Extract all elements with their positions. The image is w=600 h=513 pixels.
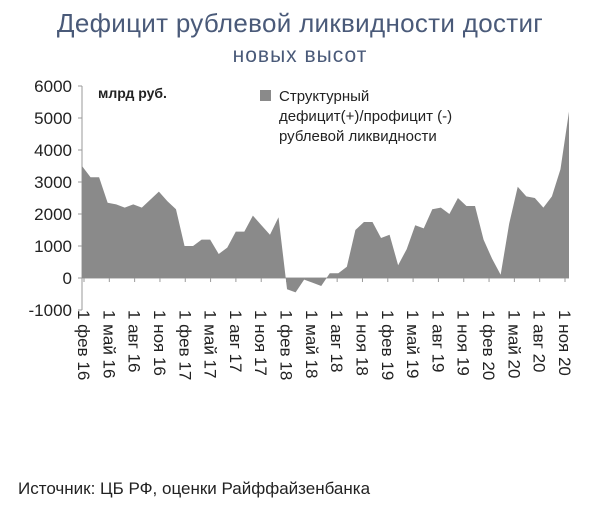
x-tick-label: 1 ноя 16 [150,310,169,376]
x-tick-label: 1 авг 17 [226,310,245,373]
y-tick-label: 1000 [34,237,72,256]
y-tick-label: 2000 [34,205,72,224]
x-axis: 1 фев 16 1 май 16 1 авг 16 1 ноя 16 1 фев 17… [74,277,574,380]
legend-text-3: рублевой ликвидности [279,128,437,145]
source-note: Источник: ЦБ РФ, оценки Райффайзенбанка [18,479,371,498]
x-tick-label: 1 фев 18 [277,310,296,380]
y-tick-label: 6000 [34,77,72,96]
x-tick-label: 1 фев 19 [378,310,397,380]
series-area [82,111,569,293]
legend-text-2: дефицит(+)/профицит (-) [279,108,452,125]
y-tick-label: -1000 [29,301,72,320]
y-axis: -1000 0 1000 2000 3000 4000 5000 6000 [29,77,83,320]
y-tick-label: 3000 [34,173,72,192]
x-tick-label: 1 фев 17 [175,310,194,380]
x-tick-label: 1 ноя 20 [555,310,574,376]
x-tick-label: 1 май 17 [201,310,220,378]
x-tick-label: 1 ноя 19 [454,310,473,376]
plot-area [82,111,569,293]
x-tick-label: 1 май 16 [99,310,118,378]
unit-label: млрд руб. [98,85,167,101]
chart-title: Дефицит рублевой ликвидности достиг [56,8,544,38]
y-tick-label: 0 [63,269,72,288]
y-tick-label: 5000 [34,109,72,128]
x-tick-label: 1 май 19 [403,310,422,378]
x-tick-label: 1 фев 20 [479,310,498,380]
x-tick-label: 1 авг 20 [530,310,549,373]
x-tick-label: 1 ноя 17 [251,310,270,376]
chart-subtitle: новых высот [232,44,368,67]
x-tick-label: 1 ноя 18 [352,310,371,376]
x-tick-label: 1 май 20 [504,310,523,378]
legend-swatch [260,90,271,101]
y-tick-label: 4000 [34,141,72,160]
legend-text-1: Структурный [279,88,369,105]
x-tick-label: 1 авг 16 [125,310,144,373]
legend: Структурный дефицит(+)/профицит (-) рубл… [260,88,452,145]
x-tick-label: 1 авг 19 [428,310,447,373]
x-tick-label: 1 май 18 [302,310,321,378]
x-tick-label: 1 фев 16 [74,310,93,380]
x-tick-label: 1 авг 18 [327,310,346,373]
